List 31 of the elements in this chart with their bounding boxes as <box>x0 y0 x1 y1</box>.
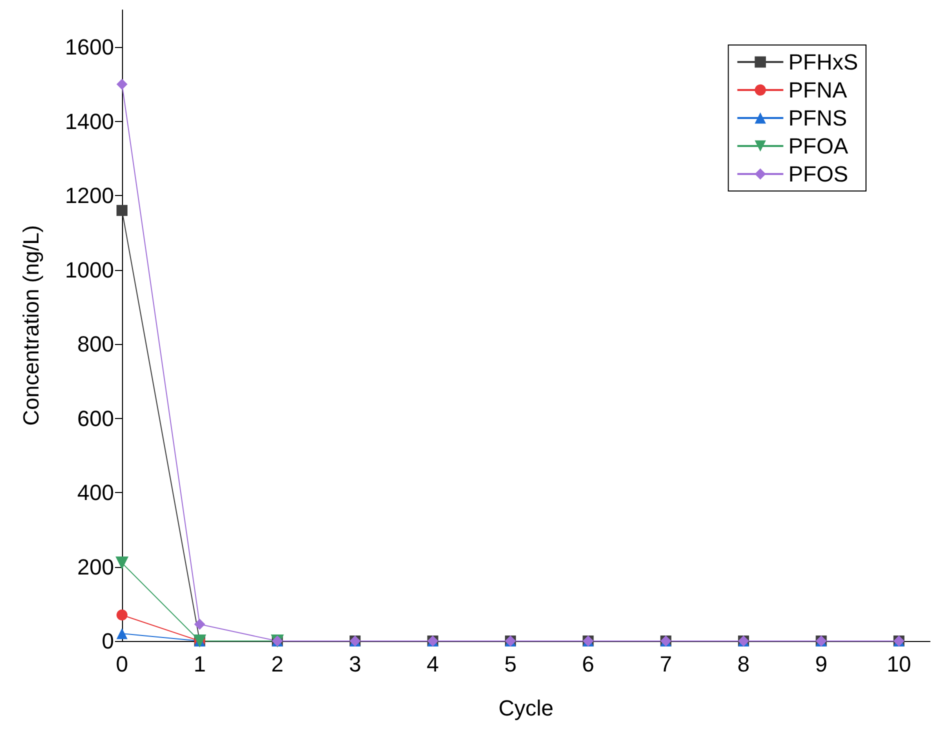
y-tick-label: 1000 <box>65 257 114 282</box>
x-tick-label: 3 <box>348 652 362 676</box>
legend-label: PFNS <box>788 106 848 130</box>
x-tick-label: 4 <box>426 652 439 676</box>
x-tick-label: 1 <box>194 652 206 676</box>
y-tick-label: 1200 <box>65 183 114 208</box>
x-tick-label: 5 <box>504 652 517 676</box>
point <box>116 556 128 570</box>
y-tick-label: 0 <box>102 628 114 654</box>
point <box>194 618 206 630</box>
x-tick-label: 9 <box>815 652 828 676</box>
x-tick-label: 6 <box>582 652 594 676</box>
y-axis-title: Concentration (ng/L) <box>18 225 44 426</box>
y-tick-label: 1600 <box>65 34 114 60</box>
y-tick-label: 600 <box>77 406 114 431</box>
x-tick-label: 7 <box>660 652 672 676</box>
point <box>116 78 128 90</box>
x-tick-label: 2 <box>271 652 284 676</box>
y-tick-label: 200 <box>77 554 114 580</box>
point <box>116 204 128 216</box>
x-tick-label: 8 <box>737 652 750 676</box>
legend-label: PFOS <box>788 162 848 186</box>
legend-label: PFOA <box>788 134 849 158</box>
y-tick-label: 400 <box>77 480 114 506</box>
legend-label: PFHxS <box>788 50 858 74</box>
y-tick-label: 800 <box>77 332 114 357</box>
legend-label: PFNA <box>788 78 848 102</box>
point <box>116 610 128 621</box>
x-tick-label: 10 <box>886 652 912 676</box>
y-tick-label: 1400 <box>65 108 114 134</box>
x-axis-title: Cycle <box>498 696 554 720</box>
